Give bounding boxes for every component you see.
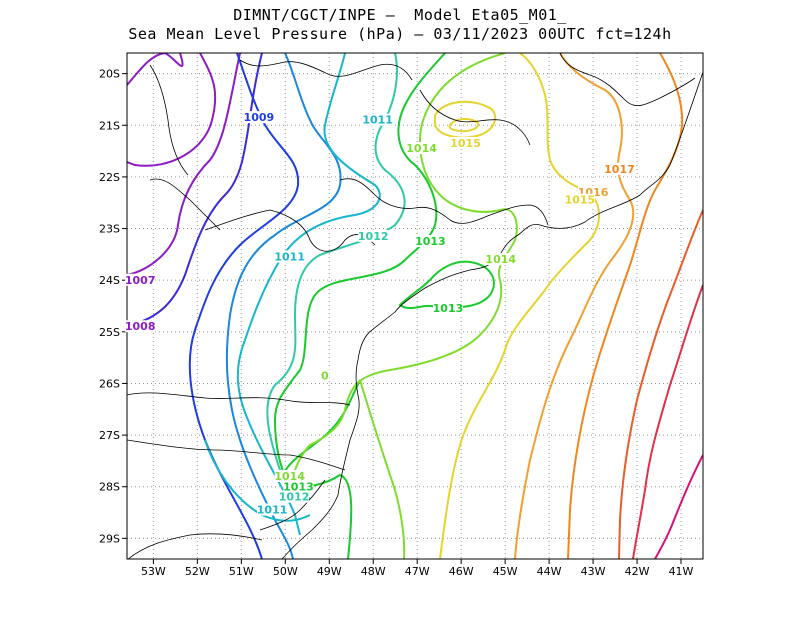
state-border-6: [419, 89, 531, 146]
state-border-7: [559, 53, 696, 107]
y-tick-label: 21S: [99, 119, 120, 132]
contour-label: 1008: [125, 320, 156, 333]
contour-label: 1014: [485, 253, 516, 266]
contour-label-background: [358, 229, 389, 242]
isobar-1012: [266, 53, 406, 500]
contour-label: 1009: [244, 111, 275, 124]
x-tick-label: 46W: [449, 565, 474, 578]
contour-label-background: [564, 193, 595, 206]
contour-label: 1011: [257, 504, 288, 517]
isobar-1015-inner: [448, 118, 480, 133]
state-border-3: [204, 209, 376, 252]
isobar-1016: [514, 53, 635, 559]
y-tick-label: 29S: [99, 532, 120, 545]
isobar-lines: [127, 53, 703, 559]
y-tick-label: 22S: [99, 171, 120, 184]
contour-label: 1017: [604, 163, 635, 176]
y-tick-label: 23S: [99, 223, 120, 236]
x-tick-label: 52W: [185, 565, 210, 578]
coastline: [281, 71, 703, 559]
dotted-gridlines: [127, 53, 703, 559]
isobar-1015-ring: [434, 100, 497, 139]
isobar-1015: [439, 53, 601, 559]
contour-label-background: [485, 253, 516, 266]
y-tick-label: 25S: [99, 326, 120, 339]
chart-title-line-1: DIMNT/CGCT/INPE – Model Eta05_M01_: [233, 6, 567, 24]
isobar-1018: [618, 209, 703, 559]
contour-label: 1015: [450, 137, 481, 150]
isobar-1007b: [127, 53, 241, 276]
state-border-2: [127, 439, 346, 471]
contour-label: 1014: [406, 142, 437, 155]
y-tick-label: 20S: [99, 68, 120, 81]
isobar-1007: [127, 53, 217, 167]
x-tick-label: 50W: [273, 565, 298, 578]
contour-label-background: [432, 302, 463, 315]
state-border-10: [259, 479, 326, 531]
contour-label: 1011: [274, 251, 305, 264]
axis-ticks: 53W 52W 51W 50W 49W 48W 47W 46W 45W 44W 43W 42W 41W 2…: [99, 68, 694, 578]
state-border-1: [127, 392, 351, 406]
contour-label: 1015: [565, 194, 596, 207]
contour-label: 1013: [283, 480, 314, 493]
isobar-1019: [632, 284, 703, 559]
contour-label: 1013: [415, 235, 446, 248]
x-tick-label: 53W: [141, 565, 166, 578]
contour-label-background: [125, 320, 156, 333]
isobar-1017: [567, 53, 684, 559]
x-tick-label: 43W: [581, 565, 606, 578]
contour-label-background: [604, 162, 635, 175]
contour-label-background: [450, 136, 481, 149]
x-tick-label: 45W: [493, 565, 518, 578]
contour-label: 1012: [279, 491, 310, 504]
y-tick-label: 27S: [99, 429, 120, 442]
state-border-4: [239, 59, 413, 81]
isobar-1006: [127, 53, 184, 86]
y-tick-label: 28S: [99, 481, 120, 494]
contour-label-background: [279, 490, 310, 503]
isobar-1020: [654, 454, 703, 559]
state-border-11: [127, 533, 263, 559]
x-tick-label: 42W: [625, 565, 650, 578]
plot-frame: [126, 52, 704, 560]
x-tick-label: 51W: [229, 565, 254, 578]
contour-label: 1013: [433, 302, 464, 315]
contour-label-background: [362, 113, 393, 126]
contour-label: 1012: [358, 230, 389, 243]
contour-label-background: [283, 480, 314, 493]
isobar-1008: [129, 53, 263, 326]
isobar-1010: [225, 53, 342, 559]
isobar-1013-closed: [398, 260, 495, 310]
x-tick-label: 48W: [361, 565, 386, 578]
isobar-1009: [188, 53, 300, 559]
x-tick-label: 44W: [537, 565, 562, 578]
x-tick-label: 41W: [669, 565, 694, 578]
chart-title-line-2: Sea Mean Level Pressure (hPa) – 03/11/20…: [128, 25, 672, 43]
contour-label: 1011: [362, 114, 393, 127]
contour-label: 0: [321, 369, 329, 382]
x-tick-label: 47W: [405, 565, 430, 578]
contour-label-background: [415, 235, 446, 248]
y-tick-label: 26S: [99, 377, 120, 390]
isobar-1013-southwest: [281, 379, 361, 479]
y-tick-label: 24S: [99, 274, 120, 287]
contour-label-background: [406, 142, 437, 155]
isobar-1011: [236, 53, 381, 536]
x-tick-label: 49W: [317, 565, 342, 578]
isobar-1014-south: [359, 379, 406, 559]
contour-label-background: [243, 111, 274, 124]
state-border-8: [149, 178, 221, 231]
contour-label-background: [274, 250, 305, 263]
coastline-and-borders: [127, 53, 703, 559]
contour-label-background: [125, 273, 156, 286]
contour-label: 1007: [125, 274, 156, 287]
state-border-9: [149, 64, 189, 176]
contour-label-background: [320, 369, 330, 382]
contour-label: 1014: [274, 470, 305, 483]
state-border-5: [339, 178, 549, 226]
contour-label-background: [257, 503, 288, 516]
contour-label-background: [274, 469, 305, 482]
